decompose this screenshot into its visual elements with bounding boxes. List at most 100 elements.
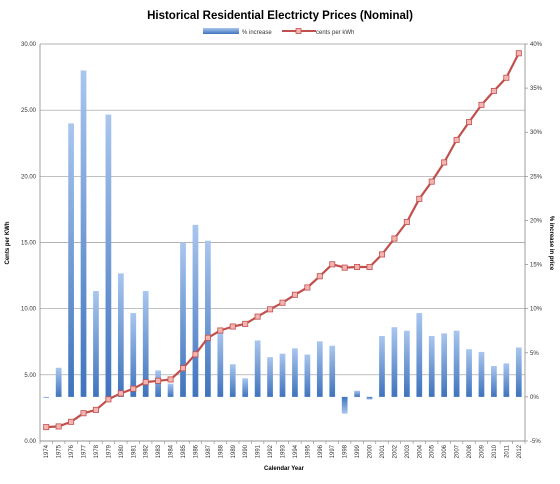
line-point-1981 — [130, 385, 137, 392]
bar-2000 — [366, 396, 373, 400]
y-right-tick-label: 35% — [530, 86, 543, 92]
y-axis-left-label: Cents per KWh — [5, 221, 11, 264]
line-series — [43, 50, 522, 431]
y-right-tick-label: 30% — [530, 130, 543, 136]
bar-2010 — [491, 366, 497, 397]
x-tick-label: 1981 — [131, 444, 137, 458]
line-point-1985 — [180, 365, 187, 372]
y-left-tick-label: 30.00 — [21, 42, 37, 48]
bar-2006 — [441, 333, 448, 397]
legend-bar-label: % increase — [242, 30, 272, 36]
y-right-tick-label: 40% — [530, 42, 543, 48]
x-tick-label: 1997 — [330, 444, 336, 458]
line-point-1993 — [279, 299, 286, 306]
line-point-1979 — [105, 396, 112, 403]
x-tick-label: 1991 — [256, 444, 262, 458]
x-tick-label: 1987 — [206, 444, 212, 458]
line-point-2008 — [466, 119, 473, 126]
tick-labels: 0.00 5.00 10.00 15.00 20.00 25.00 30.00 -5% 0% 5%… — [21, 42, 543, 458]
bar-1998 — [341, 396, 348, 414]
line-point-1980 — [117, 390, 124, 397]
x-tick-label: 2010 — [492, 444, 498, 458]
x-axis-label: Calendar Year — [264, 466, 305, 472]
line-point-2012 — [515, 50, 522, 57]
bar-1989 — [229, 364, 236, 397]
bar-1996 — [316, 341, 323, 397]
y-left-tick-label: 0.00 — [24, 439, 36, 445]
x-tick-label: 1977 — [82, 444, 88, 458]
x-tick-label: 2000 — [368, 444, 374, 458]
bar-1991 — [254, 340, 261, 397]
line-point-1975 — [55, 423, 62, 430]
line-point-1991 — [254, 313, 261, 320]
line-point-2011 — [503, 74, 510, 81]
y-left-tick-label: 5.00 — [24, 373, 36, 379]
line-point-1997 — [329, 261, 336, 268]
x-tick-label: 1989 — [231, 444, 237, 458]
bar-2012 — [515, 347, 522, 397]
y-right-tick-label: 5% — [530, 351, 539, 357]
x-tick-label: 1976 — [69, 444, 75, 458]
x-tick-label: 1986 — [193, 444, 199, 458]
x-tick-label: 2001 — [380, 444, 386, 458]
line-point-1996 — [316, 273, 323, 280]
line-point-1999 — [354, 263, 361, 270]
x-tick-label: 1999 — [355, 444, 361, 458]
x-tick-label: 2004 — [417, 444, 423, 458]
bar-2003 — [403, 330, 410, 397]
bar-2002 — [391, 327, 398, 397]
bar-1976 — [68, 123, 74, 397]
line-point-1974 — [43, 424, 50, 431]
bar-2011 — [503, 363, 510, 397]
bar-1999 — [354, 390, 360, 397]
x-tick-label: 2008 — [467, 444, 473, 458]
x-tick-label: 1996 — [318, 444, 324, 458]
y-left-tick-label: 15.00 — [21, 241, 37, 247]
line-point-1994 — [291, 291, 298, 298]
x-tick-label: 2006 — [442, 444, 448, 458]
bar-1975 — [55, 367, 62, 397]
bar-2008 — [466, 349, 472, 397]
line-point-2004 — [416, 195, 423, 202]
bar-1986 — [192, 224, 199, 397]
bar-series — [43, 70, 522, 414]
bar-2005 — [428, 336, 435, 397]
line-point-1986 — [192, 351, 199, 358]
x-tick-label: 1983 — [156, 444, 162, 458]
x-tick-label: 2005 — [430, 444, 436, 458]
y-axis-right-label: % increase in price — [548, 216, 554, 271]
line-point-2003 — [403, 218, 410, 225]
bar-1980 — [117, 273, 124, 397]
legend-line-marker — [295, 28, 302, 34]
bar-1974 — [43, 396, 50, 398]
line-point-2001 — [378, 251, 385, 258]
y-right-tick-label: 25% — [530, 174, 543, 180]
x-tick-label: 1988 — [218, 444, 224, 458]
y-left-tick-label: 10.00 — [21, 307, 37, 313]
bar-1988 — [217, 331, 224, 397]
x-tick-label: 1994 — [293, 444, 299, 458]
bar-1978 — [93, 291, 99, 397]
bar-2007 — [453, 330, 460, 397]
x-tick-label: 2012 — [517, 444, 523, 458]
x-tick-label: 2011 — [504, 444, 510, 458]
line-point-1995 — [304, 284, 311, 291]
line-point-1976 — [68, 418, 75, 425]
line-point-1998 — [341, 264, 348, 271]
bar-1985 — [180, 242, 186, 397]
axes — [39, 43, 528, 444]
legend-line-label: cents per kWh — [316, 30, 354, 36]
line-point-1987 — [204, 334, 211, 341]
line-point-1992 — [267, 306, 274, 313]
x-tick-label: 1974 — [44, 444, 50, 458]
bar-1979 — [105, 114, 112, 397]
x-tick-label: 1998 — [343, 444, 349, 458]
line-point-2002 — [391, 235, 398, 242]
bar-1984 — [167, 383, 174, 397]
line-point-1984 — [167, 376, 174, 383]
bar-1994 — [292, 348, 298, 397]
line-point-1978 — [92, 406, 99, 413]
line-point-1983 — [155, 377, 162, 384]
bar-1993 — [279, 353, 286, 397]
